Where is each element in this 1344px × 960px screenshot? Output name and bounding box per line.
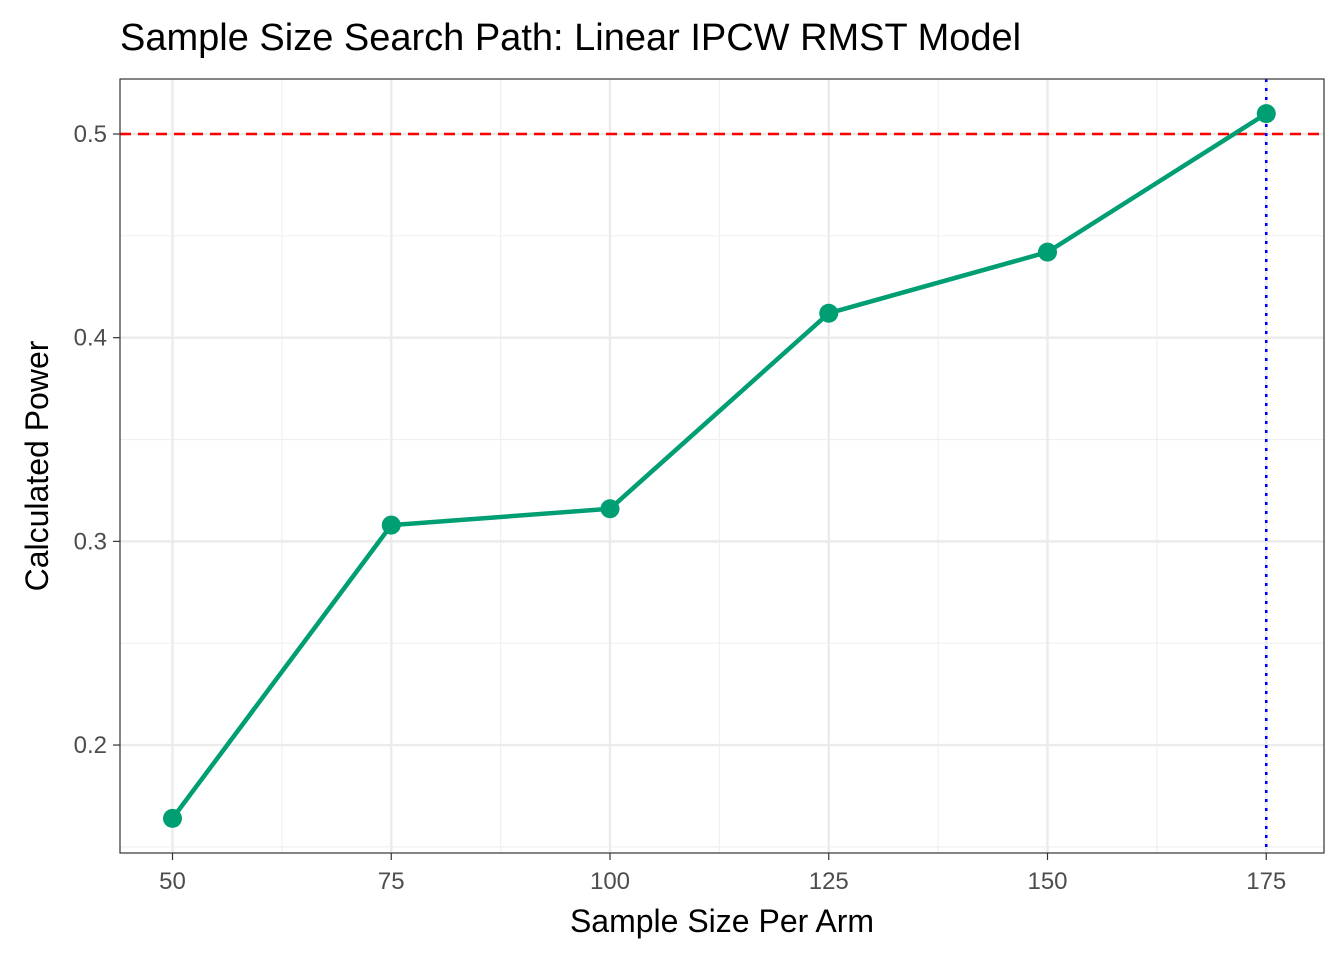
y-tick-label: 0.3 (74, 528, 107, 555)
series-line (170, 111, 1269, 821)
minor-gridlines (120, 79, 1324, 853)
y-axis: 0.2 0.3 0.4 0.5 (74, 121, 120, 759)
x-tick-label: 125 (809, 868, 849, 895)
chart-title: Sample Size Search Path: Linear IPCW RMS… (120, 17, 1021, 59)
data-point (163, 808, 182, 828)
y-tick-label: 0.5 (74, 121, 107, 148)
data-point (381, 515, 401, 535)
x-tick-label: 50 (159, 868, 186, 895)
major-gridlines (120, 79, 1324, 853)
y-tick-label: 0.2 (74, 732, 107, 759)
series-layer (163, 104, 1276, 828)
x-tick-label: 150 (1027, 868, 1067, 895)
x-tick-label: 75 (378, 868, 405, 895)
x-tick-label: 175 (1246, 868, 1286, 895)
data-point (600, 499, 620, 519)
x-axis: 50 75 100 125 150 175 (159, 853, 1286, 895)
data-point (819, 303, 839, 323)
x-tick-label: 100 (590, 868, 630, 895)
x-axis-title: Sample Size Per Arm (570, 903, 874, 939)
reference-lines (120, 79, 1324, 853)
data-point (1038, 242, 1057, 262)
data-point (1256, 104, 1276, 124)
y-tick-label: 0.4 (74, 325, 107, 352)
panel-border (119, 78, 1325, 854)
y-axis-title: Calculated Power (19, 340, 55, 591)
